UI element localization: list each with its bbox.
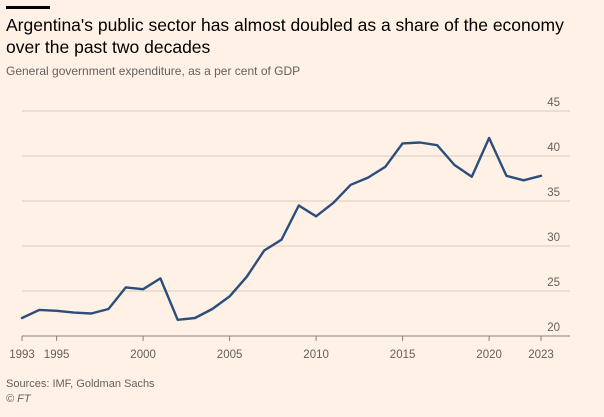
top-accent-rule [6,6,50,9]
series-layer [20,136,543,321]
x-tick-label-2023: 2023 [528,349,554,361]
x-tick-label-2000: 2000 [130,349,156,361]
y-tick-label-25: 25 [547,277,560,289]
x-tick-label-1995: 1995 [44,349,70,361]
x-tick-label-2005: 2005 [217,349,243,361]
y-tick-label-20: 20 [547,322,560,334]
x-tick-label-2015: 2015 [390,349,416,361]
x-tick-label-1993: 1993 [9,349,35,361]
y-tick-label-45: 45 [547,97,560,109]
chart-title: Argentina's public sector has almost dou… [6,15,564,57]
y-tick-label-30: 30 [547,232,560,244]
grid-lines [22,110,570,337]
x-tick-label-2010: 2010 [303,349,329,361]
sources-note: Sources: IMF, Goldman Sachs [6,378,155,390]
x-tick-label-2020: 2020 [476,349,502,361]
y-tick-label-40: 40 [547,142,560,154]
series-line-0 [20,136,543,321]
y-tick-label-35: 35 [547,187,560,199]
chart-subtitle: General government expenditure, as a per… [6,64,301,78]
ft-credit: © FT [6,393,31,405]
axes: 20 25 30 35 40 45 1993 1995 2000 2005 2010 2015 2020… [9,97,560,361]
